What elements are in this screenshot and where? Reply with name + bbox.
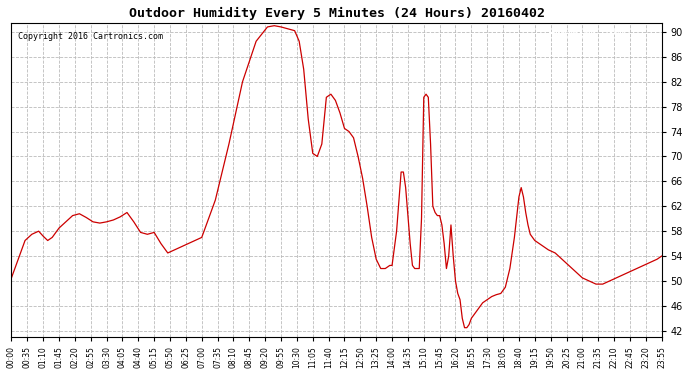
Title: Outdoor Humidity Every 5 Minutes (24 Hours) 20160402: Outdoor Humidity Every 5 Minutes (24 Hou…: [128, 7, 544, 20]
Text: Copyright 2016 Cartronics.com: Copyright 2016 Cartronics.com: [18, 32, 163, 41]
